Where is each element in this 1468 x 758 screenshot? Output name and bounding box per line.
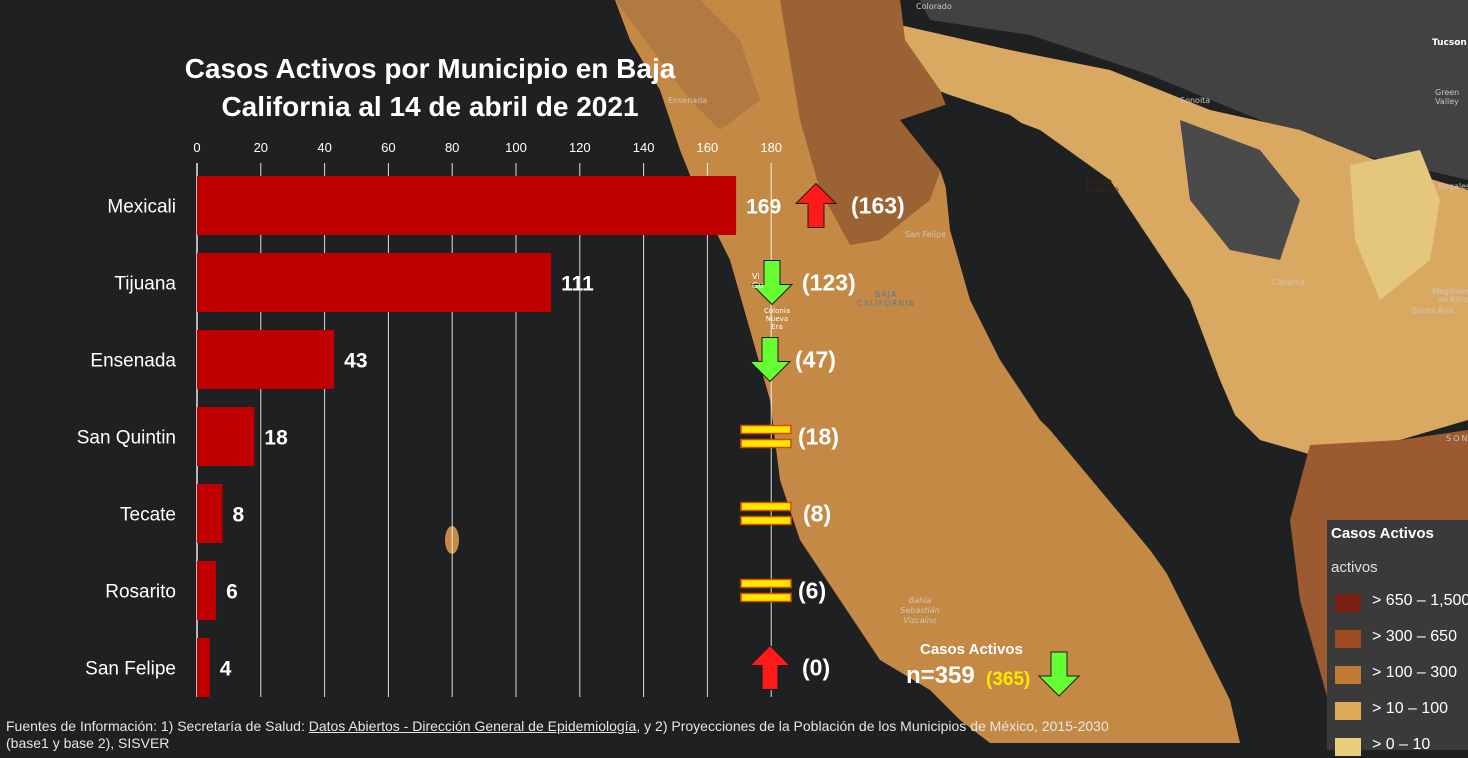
map-label-green-valley: Green Valley [1435,88,1460,106]
x-tick-label: 180 [760,140,782,155]
x-tick-label: 0 [193,140,200,155]
map-label-sonoita: Sonoita [1180,96,1211,105]
map-region-sonora-gray [1180,120,1300,260]
legend-swatch [1335,666,1361,684]
bar [197,407,255,466]
x-tick-label: 140 [633,140,655,155]
data-label: 43 [344,350,367,373]
arrow-down-icon [748,337,792,383]
x-tick-label: 100 [505,140,527,155]
x-tick-label: 60 [381,140,395,155]
bar [197,176,737,235]
map-label-san-felipe: San Felipe [905,230,947,239]
equal-sign-icon [740,501,792,512]
legend-item: > 10 – 100 [1335,698,1468,722]
legend-item: > 0 – 10 [1335,734,1468,758]
equal-sign-icon [740,578,792,589]
footer-suffix: , y 2) Proyecciones de la Población de l… [636,718,1109,734]
map-label-tucson: Tucson [1432,38,1467,48]
arrow-down-icon [1037,651,1081,697]
map-legend: Casos Activos activos > 650 – 1,500 > 30… [1327,520,1468,756]
category-label: Ensenada [90,351,176,372]
equal-sign-icon [740,592,792,603]
summary-title: Casos Activos [920,641,1023,658]
map-label-colonia-nueva-era: Colonia Nueva Era [763,307,791,331]
map-label-ensenada: Ensenada [668,96,708,105]
map-label-colorado: Colorado [916,2,952,11]
previous-value-label: (18) [798,424,839,450]
arrow-up-icon [748,644,792,690]
legend-label: > 650 – 1,500 [1372,592,1468,609]
equal-sign-icon [740,438,792,449]
map-label-puerto-penasco: Puerto Peñasco [1086,177,1119,194]
legend-label: > 0 – 10 [1372,736,1431,753]
data-label: 6 [226,581,238,604]
legend-swatch [1335,738,1361,756]
footer-line2: (base1 y base 2), SISVER [6,735,170,751]
map-label-nogales: Nogales [1438,182,1468,191]
map-region-pale [1350,150,1440,300]
map-gulf-water [900,100,1300,700]
bar [197,330,335,389]
previous-value-label: (6) [798,578,826,604]
equal-sign-icon [740,515,792,526]
x-tick-label: 80 [445,140,459,155]
footer-prefix: Fuentes de Información: 1) Secretaría de… [6,718,309,734]
map-label-caborca: Caborca [1272,278,1305,287]
map-region-mexicali [780,0,955,245]
category-label: San Quintin [77,428,176,449]
map-label-sonora: SON [1446,434,1468,443]
legend-subtitle: activos [1331,559,1378,576]
legend-item: > 100 – 300 [1335,662,1468,686]
previous-value-label: (163) [851,193,905,219]
data-label: 111 [561,273,594,296]
legend-swatch [1335,594,1361,612]
category-label: Tecate [120,505,176,526]
source-footer: Fuentes de Información: 1) Secretaría de… [6,718,1206,752]
arrow-up-icon [794,182,838,228]
x-tick-label: 160 [697,140,719,155]
previous-value-label: (47) [795,347,836,373]
x-tick-label: 40 [317,140,331,155]
bar [197,638,210,697]
legend-label: > 300 – 650 [1372,628,1457,645]
category-label: Tijuana [114,274,176,295]
map-region-us [920,0,1468,180]
data-label: 4 [220,658,232,681]
x-tick-label: 120 [569,140,591,155]
legend-item: > 650 – 1,500 [1335,590,1468,614]
map-label-baja-california: BAJA CALIFORNIA [856,290,916,308]
previous-value-label: (8) [803,501,831,527]
map-region-tijuana [615,0,760,130]
chart-title: Casos Activos por Municipio en Baja Cali… [184,53,676,122]
legend-label: > 100 – 300 [1372,664,1457,681]
footer-link[interactable]: Datos Abiertos - Dirección General de Ep… [308,718,637,734]
legend-title: Casos Activos [1331,525,1434,542]
x-tick-label: 20 [254,140,268,155]
bar [197,561,217,620]
legend-item: > 300 – 650 [1335,626,1468,650]
map-label-vicente-guerrero: Vi Gu [752,272,764,290]
bar-chart: 0 20 40 60 80 100 120 140 160 180 Mexicali 169 (163)… [77,140,1081,697]
map-label-bahia: Bahía Sebastián Vizcaíno [900,596,940,625]
category-label: San Felipe [85,659,176,680]
summary-previous: (365) [986,669,1031,690]
map-label-santa-ana: Santa Ana [1412,306,1454,315]
legend-label: > 10 – 100 [1372,700,1449,717]
data-label: 8 [233,504,245,527]
category-label: Mexicali [107,197,176,218]
category-label: Rosarito [105,582,176,603]
bar [197,484,223,543]
previous-value-label: (123) [802,270,856,296]
data-label: 169 [746,196,781,219]
legend-swatch [1335,630,1361,648]
previous-value-label: (0) [802,655,830,681]
summary-total: n=359 [906,662,975,689]
map-label-magdalena: Magdalena de Kino [1432,287,1468,304]
legend-swatch [1335,702,1361,720]
bar [197,253,552,312]
arrow-down-icon [750,260,794,306]
equal-sign-icon [740,424,792,435]
data-label: 18 [264,427,288,450]
